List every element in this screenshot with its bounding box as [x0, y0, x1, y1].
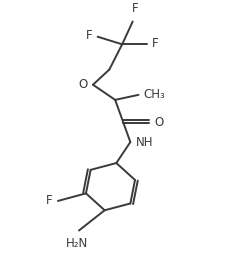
Text: F: F: [152, 37, 158, 50]
Text: NH: NH: [136, 135, 153, 149]
Text: CH₃: CH₃: [144, 88, 165, 101]
Text: H₂N: H₂N: [66, 237, 88, 250]
Text: O: O: [78, 78, 88, 91]
Text: O: O: [154, 116, 163, 129]
Text: F: F: [46, 194, 53, 207]
Text: F: F: [132, 2, 138, 15]
Text: F: F: [86, 29, 93, 42]
